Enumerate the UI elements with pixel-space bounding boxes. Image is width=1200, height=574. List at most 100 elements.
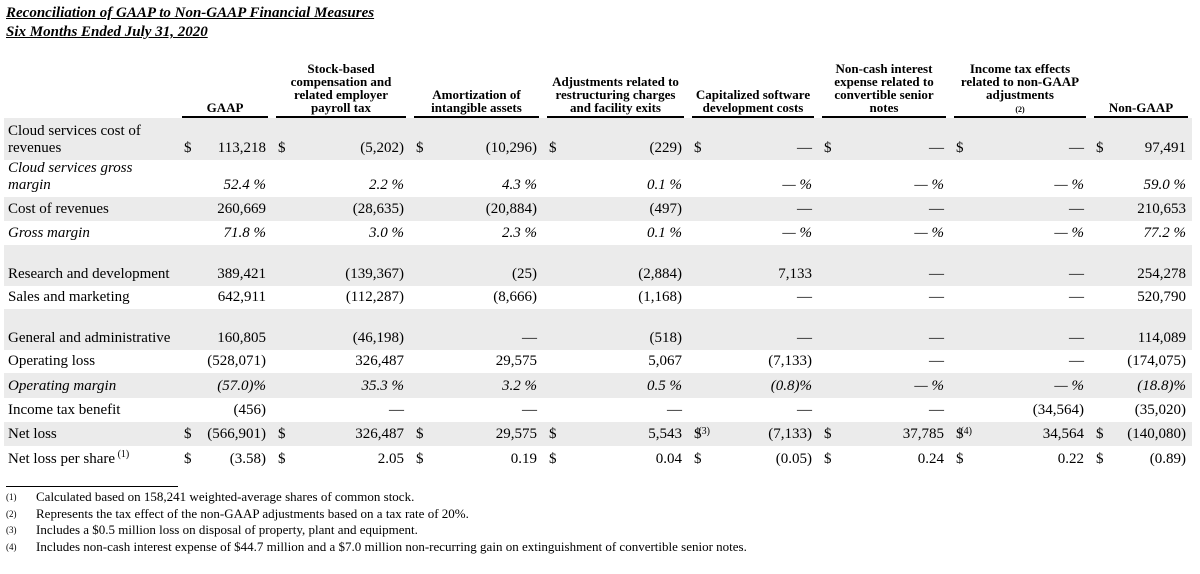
currency-symbol: $ xyxy=(694,451,702,467)
cell-value: — xyxy=(929,266,944,282)
cell-value: 97,491 xyxy=(1144,140,1186,156)
footnote: (1) Calculated based on 158,241 weighted-… xyxy=(6,489,1106,506)
cell-value: (0.8)% xyxy=(770,378,812,394)
cell-value: — xyxy=(797,330,812,346)
table-row: Cloud services gross margin 52.4 % 2.2 % 4.… xyxy=(4,160,1192,197)
cell-value: 7,133 xyxy=(778,266,812,282)
cell-value: (35,020) xyxy=(1134,402,1186,418)
table-cell: — xyxy=(688,309,818,350)
table-cell: 71.8 % xyxy=(178,221,272,245)
cell-value: 642,911 xyxy=(217,289,266,305)
row-label-text: Net loss xyxy=(8,426,57,442)
currency-symbol: $ xyxy=(694,140,702,156)
cell-value: — xyxy=(522,402,537,418)
table-cell: (57.0)% xyxy=(178,373,272,398)
cell-value: 29,575 xyxy=(495,426,537,442)
cell-value: 59.0 % xyxy=(1143,177,1187,193)
footnote: (3) Includes a $0.5 million loss on dispo… xyxy=(6,522,1106,539)
cell-value: 210,653 xyxy=(1137,201,1186,217)
currency-symbol: $ xyxy=(184,140,192,156)
cell-value: (25) xyxy=(512,266,537,282)
cell-value: (46,198) xyxy=(352,330,404,346)
currency-symbol: $ xyxy=(416,451,424,467)
cell-value: — % xyxy=(914,378,944,394)
table-cell: (518) xyxy=(543,309,688,350)
table-cell: $ (229) xyxy=(543,118,688,160)
currency-symbol: $ xyxy=(549,140,557,156)
cell-value: (174,075) xyxy=(1127,353,1186,369)
table-cell: 4.3 % xyxy=(410,160,543,197)
cell-value: 0.1 % xyxy=(647,177,682,193)
table-cell: (528,071) xyxy=(178,350,272,373)
table-cell: (34,564) xyxy=(950,398,1090,422)
currency-symbol: $ xyxy=(549,451,557,467)
currency-symbol: $ xyxy=(824,451,832,467)
table-cell: $ (3.58) xyxy=(178,446,272,471)
cell-value: — xyxy=(667,402,682,418)
cell-value: (8,666) xyxy=(493,289,537,305)
cell-value: (0.89) xyxy=(1149,451,1186,467)
cell-value: 2.05 xyxy=(377,451,404,467)
footnote-text: Calculated based on 158,241 weighted-ave… xyxy=(36,489,415,504)
table-row: Operating loss (528,071) 326,487 29,575 5,06… xyxy=(4,350,1192,373)
cell-value: 3.2 % xyxy=(502,378,537,394)
currency-symbol: $ xyxy=(956,451,964,467)
table-cell: — % xyxy=(818,160,950,197)
row-label-text: Research and development xyxy=(8,266,170,282)
cell-value: — xyxy=(1069,201,1084,217)
currency-symbol: $ xyxy=(278,451,286,467)
table-cell: 29,575 xyxy=(410,350,543,373)
cell-value: — xyxy=(797,402,812,418)
cell-value: (20,884) xyxy=(485,201,537,217)
table-row: Research and development 389,421 (139,367)… xyxy=(4,245,1192,286)
table-cell: $ (10,296) xyxy=(410,118,543,160)
table-row: Operating margin (57.0)% 35.3 % 3.2 % 0.5 % (… xyxy=(4,373,1192,398)
table-cell: 5,067 xyxy=(543,350,688,373)
row-label: Cloud services cost of revenues xyxy=(4,118,178,160)
row-label-text: Cloud services cost of revenues xyxy=(8,123,141,156)
currency-symbol: $ xyxy=(1096,426,1104,442)
cell-value: (0.05) xyxy=(775,451,812,467)
footnote-mark: (2) xyxy=(6,508,17,519)
cell-value: — xyxy=(1069,289,1084,305)
table-cell: — xyxy=(688,286,818,309)
cell-value: 35.3 % xyxy=(361,378,405,394)
table-cell: — xyxy=(950,197,1090,221)
col-header-non-gaap: Non-GAAP xyxy=(1090,58,1192,118)
table-row: Net loss $ (566,901) $326,487 $29,575 $5,543(… xyxy=(4,422,1192,446)
cell-value: 113,218 xyxy=(217,140,266,156)
row-label-text: Net loss per share (1) xyxy=(8,449,130,467)
col-header-capitalized-software: Capitalized software development costs xyxy=(688,58,818,118)
cell-value: (57.0)% xyxy=(217,378,266,394)
cell-value: — xyxy=(797,140,812,156)
table-cell: $ — xyxy=(688,118,818,160)
currency-symbol: $ xyxy=(824,140,832,156)
table-row: General and administrative 160,805 (46,198… xyxy=(4,309,1192,350)
table-cell: 260,669 xyxy=(178,197,272,221)
cell-value: (28,635) xyxy=(352,201,404,217)
table-cell: — xyxy=(950,350,1090,373)
table-cell: $0.04 xyxy=(543,446,688,471)
cell-value: 0.5 % xyxy=(647,378,682,394)
cell-value: — xyxy=(1069,330,1084,346)
row-label: Net loss xyxy=(4,422,178,446)
cell-value: (2,884) xyxy=(638,266,682,282)
footnote-text: Includes a $0.5 million loss on disposal… xyxy=(36,522,418,537)
col-header-amortization: Amortization of intangible assets xyxy=(410,58,543,118)
table-cell: (7,133) xyxy=(688,350,818,373)
cell-value: — xyxy=(929,201,944,217)
table-cell: — % xyxy=(818,221,950,245)
header-row: GAAP Stock-based compensation and relate… xyxy=(4,58,1192,118)
table-cell: $5,543 (3) xyxy=(543,422,710,446)
row-label: Income tax benefit xyxy=(4,398,178,422)
cell-value: 29,575 xyxy=(495,353,537,369)
footnote-text: Includes non-cash interest expense of $4… xyxy=(36,538,747,554)
currency-symbol: $ xyxy=(416,426,424,442)
footnote: (2) Represents the tax effect of the non-… xyxy=(6,506,1106,523)
footnote-ref: (1) xyxy=(115,449,130,460)
cell-value: (140,080) xyxy=(1127,426,1186,442)
table-cell: $97,491 xyxy=(1090,118,1192,160)
cell-value: (518) xyxy=(649,330,683,346)
table-cell: — xyxy=(950,245,1090,286)
row-label-text: Gross margin xyxy=(8,225,90,241)
